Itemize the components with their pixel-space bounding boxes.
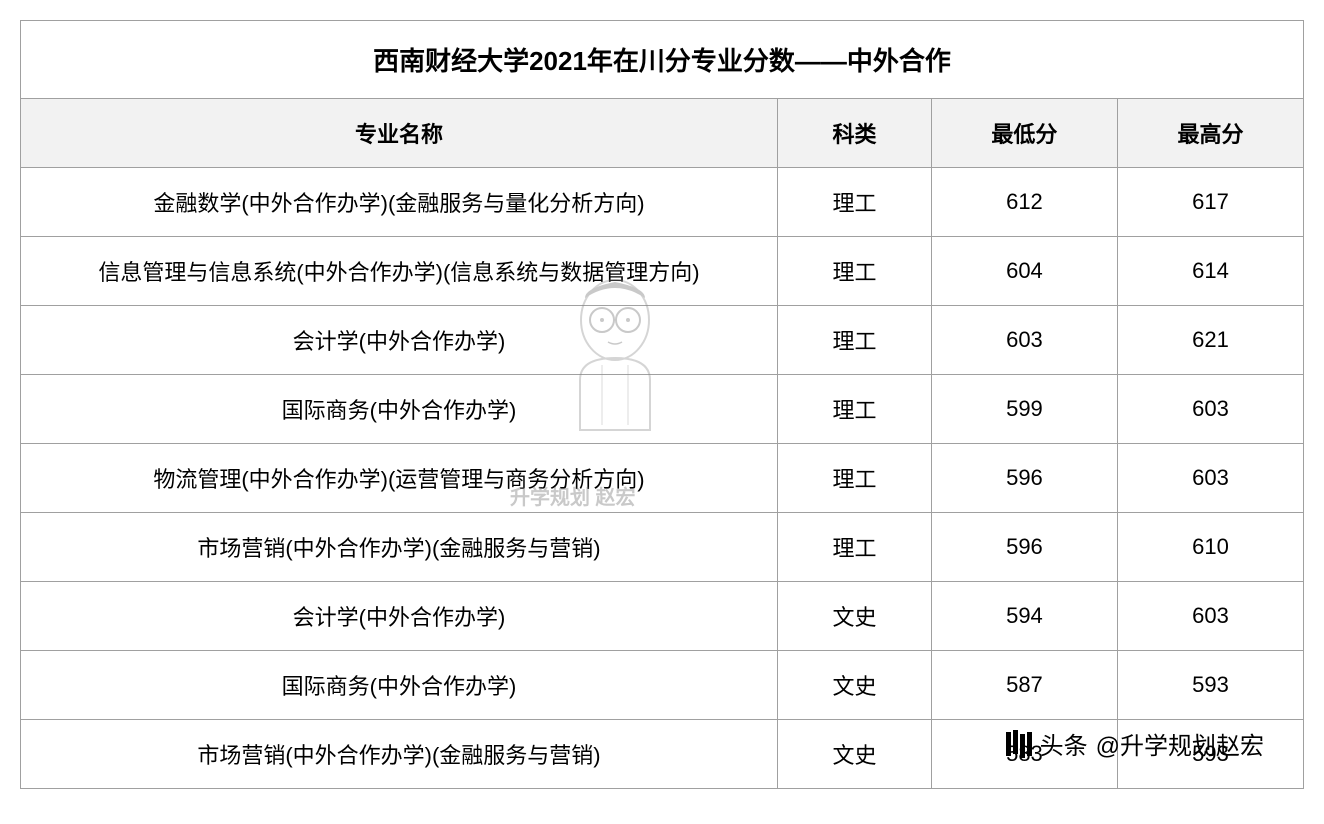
table-title: 西南财经大学2021年在川分专业分数——中外合作 (21, 21, 1304, 99)
cell-major: 会计学(中外合作办学) (21, 582, 778, 651)
cell-major: 物流管理(中外合作办学)(运营管理与商务分析方向) (21, 444, 778, 513)
cell-major: 金融数学(中外合作办学)(金融服务与量化分析方向) (21, 168, 778, 237)
cell-category: 文史 (777, 720, 931, 789)
col-header-max: 最高分 (1117, 99, 1303, 168)
col-header-min: 最低分 (931, 99, 1117, 168)
table-row: 会计学(中外合作办学) 文史 594 603 (21, 582, 1304, 651)
cell-max: 603 (1117, 582, 1303, 651)
cell-max: 603 (1117, 375, 1303, 444)
table-header-row: 专业名称 科类 最低分 最高分 (21, 99, 1304, 168)
cell-max: 621 (1117, 306, 1303, 375)
cell-min: 612 (931, 168, 1117, 237)
cell-max: 610 (1117, 513, 1303, 582)
cell-max: 617 (1117, 168, 1303, 237)
cell-min: 587 (931, 651, 1117, 720)
cell-min: 599 (931, 375, 1117, 444)
cell-category: 理工 (777, 375, 931, 444)
page-wrap: 西南财经大学2021年在川分专业分数——中外合作 专业名称 科类 最低分 最高分… (20, 20, 1304, 789)
col-header-major: 专业名称 (21, 99, 778, 168)
table-row: 会计学(中外合作办学) 理工 603 621 (21, 306, 1304, 375)
table-row: 信息管理与信息系统(中外合作办学)(信息系统与数据管理方向) 理工 604 61… (21, 237, 1304, 306)
cell-min: 604 (931, 237, 1117, 306)
cell-major: 国际商务(中外合作办学) (21, 375, 778, 444)
table-row: 国际商务(中外合作办学) 文史 587 593 (21, 651, 1304, 720)
cell-category: 理工 (777, 237, 931, 306)
cell-category: 文史 (777, 582, 931, 651)
cell-min: 603 (931, 306, 1117, 375)
cell-min: 596 (931, 513, 1117, 582)
table-row: 金融数学(中外合作办学)(金融服务与量化分析方向) 理工 612 617 (21, 168, 1304, 237)
table-row: 物流管理(中外合作办学)(运营管理与商务分析方向) 理工 596 603 (21, 444, 1304, 513)
cell-category: 理工 (777, 513, 931, 582)
table-row: 市场营销(中外合作办学)(金融服务与营销) 理工 596 610 (21, 513, 1304, 582)
cell-major: 市场营销(中外合作办学)(金融服务与营销) (21, 513, 778, 582)
cell-major: 会计学(中外合作办学) (21, 306, 778, 375)
cell-major: 国际商务(中外合作办学) (21, 651, 778, 720)
cell-category: 文史 (777, 651, 931, 720)
footer-handle: @升学规划赵宏 (1096, 726, 1264, 761)
col-header-category: 科类 (777, 99, 931, 168)
cell-max: 603 (1117, 444, 1303, 513)
cell-major: 信息管理与信息系统(中外合作办学)(信息系统与数据管理方向) (21, 237, 778, 306)
cell-category: 理工 (777, 168, 931, 237)
toutiao-icon (1006, 732, 1032, 756)
cell-max: 614 (1117, 237, 1303, 306)
cell-min: 594 (931, 582, 1117, 651)
score-table: 西南财经大学2021年在川分专业分数——中外合作 专业名称 科类 最低分 最高分… (20, 20, 1304, 789)
cell-min: 596 (931, 444, 1117, 513)
cell-major: 市场营销(中外合作办学)(金融服务与营销) (21, 720, 778, 789)
table-row: 国际商务(中外合作办学) 理工 599 603 (21, 375, 1304, 444)
cell-max: 593 (1117, 651, 1303, 720)
cell-category: 理工 (777, 444, 931, 513)
footer-label: 头条 (1040, 726, 1088, 761)
footer-watermark: 头条 @升学规划赵宏 (1006, 726, 1264, 761)
cell-category: 理工 (777, 306, 931, 375)
table-title-row: 西南财经大学2021年在川分专业分数——中外合作 (21, 21, 1304, 99)
